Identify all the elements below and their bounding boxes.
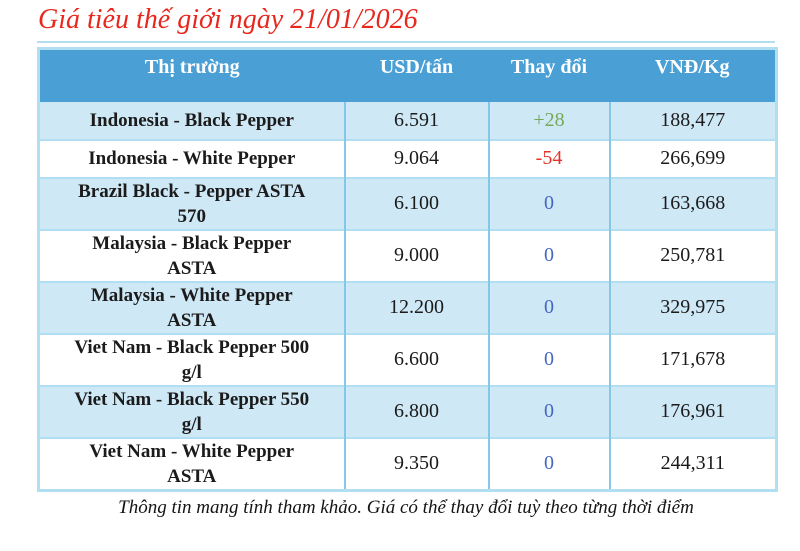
- usd-price-cell: 6.591: [343, 101, 489, 140]
- table-row: Malaysia - Black Pepper ASTA 9.000 0 250…: [38, 228, 777, 282]
- page-title: Giá tiêu thế giới ngày 21/01/2026: [38, 4, 418, 35]
- table-header-row: Thị trường USD/tấn Thay đổi VNĐ/Kg: [38, 48, 777, 102]
- market-cell: Malaysia - White Pepper ASTA: [38, 280, 345, 334]
- market-cell: Viet Nam - White Pepper ASTA: [38, 436, 345, 490]
- change-cell: -54: [487, 138, 610, 178]
- vnd-price-cell: 171,678: [608, 332, 777, 386]
- change-cell: 0: [487, 384, 610, 438]
- market-cell: Viet Nam - Black Pepper 500 g/l: [38, 332, 345, 386]
- market-cell: Viet Nam - Black Pepper 550 g/l: [38, 384, 345, 438]
- change-cell: 0: [487, 436, 610, 490]
- usd-price-cell: 9.000: [343, 228, 489, 282]
- market-cell: Indonesia - White Pepper: [38, 138, 345, 178]
- price-table-body: Indonesia - Black Pepper 6.591 +28 188,4…: [38, 101, 777, 490]
- change-cell: 0: [487, 176, 610, 230]
- market-cell: Brazil Black - Pepper ASTA 570: [38, 176, 345, 230]
- vnd-price-cell: 176,961: [608, 384, 777, 438]
- vnd-price-cell: 250,781: [608, 228, 777, 282]
- usd-price-cell: 6.600: [343, 332, 489, 386]
- vnd-price-cell: 329,975: [608, 280, 777, 334]
- change-cell: 0: [487, 332, 610, 386]
- usd-price-cell: 12.200: [343, 280, 489, 334]
- market-cell: Indonesia - Black Pepper: [38, 101, 345, 140]
- column-header-usd: USD/tấn: [344, 48, 489, 102]
- column-header-market: Thị trường: [38, 48, 345, 102]
- table-row: Malaysia - White Pepper ASTA 12.200 0 32…: [38, 280, 777, 334]
- usd-price-cell: 6.800: [343, 384, 489, 438]
- usd-price-cell: 9.064: [343, 138, 489, 178]
- vnd-price-cell: 188,477: [608, 101, 777, 140]
- column-header-change: Thay đổi: [488, 48, 610, 102]
- pepper-price-page: Giá tiêu thế giới ngày 21/01/2026 Thị tr…: [37, 4, 778, 518]
- table-row: Indonesia - White Pepper 9.064 -54 266,6…: [38, 138, 777, 178]
- table-row: Brazil Black - Pepper ASTA 570 6.100 0 1…: [38, 176, 777, 230]
- vnd-price-cell: 266,699: [608, 138, 777, 178]
- market-cell: Malaysia - Black Pepper ASTA: [38, 228, 345, 282]
- table-row: Viet Nam - Black Pepper 500 g/l 6.600 0 …: [38, 332, 777, 386]
- vnd-price-cell: 244,311: [608, 436, 777, 490]
- usd-price-cell: 9.350: [343, 436, 489, 490]
- vnd-price-cell: 163,668: [608, 176, 777, 230]
- change-cell: 0: [487, 280, 610, 334]
- column-header-vnd: VNĐ/Kg: [609, 48, 777, 102]
- table-row: Indonesia - Black Pepper 6.591 +28 188,4…: [38, 101, 777, 140]
- change-cell: 0: [487, 228, 610, 282]
- table-row: Viet Nam - Black Pepper 550 g/l 6.800 0 …: [38, 384, 777, 438]
- title-underline: [37, 41, 775, 43]
- pepper-price-table: Thị trường USD/tấn Thay đổi VNĐ/Kg Indon…: [37, 47, 778, 492]
- change-cell: +28: [487, 101, 610, 140]
- table-row: Viet Nam - White Pepper ASTA 9.350 0 244…: [38, 436, 777, 490]
- disclaimer-text: Thông tin mang tính tham khảo. Giá có th…: [118, 496, 694, 518]
- usd-price-cell: 6.100: [343, 176, 489, 230]
